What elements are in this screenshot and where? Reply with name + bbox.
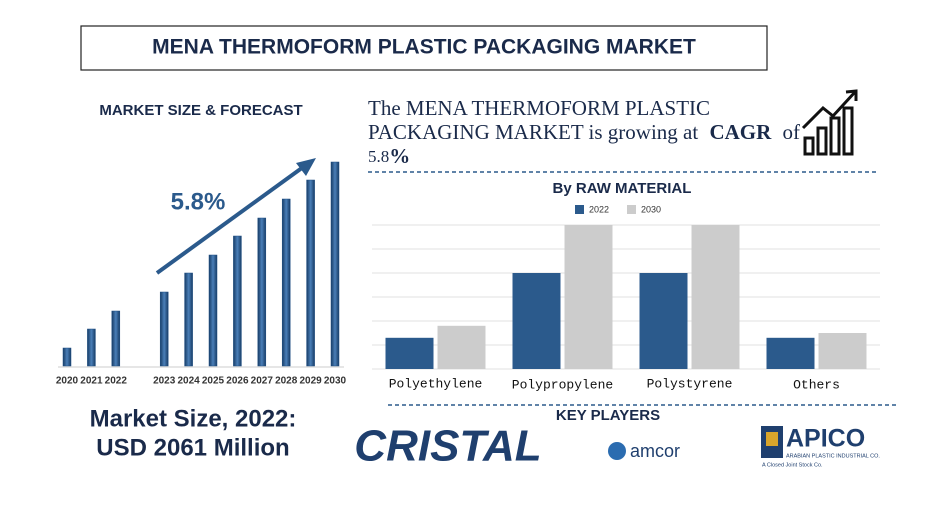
x-tick-label: 2028 xyxy=(275,376,298,387)
headline-line: The MENA THERMOFORM PLASTIC xyxy=(368,96,710,120)
key-players-title: KEY PLAYERS xyxy=(556,407,660,424)
market-size: USD 2061 Million xyxy=(96,434,289,461)
headline-line: PACKAGING MARKET is growing at xyxy=(368,120,698,144)
bar xyxy=(159,291,169,367)
x-tick-label: 2023 xyxy=(153,376,176,387)
market-size: Market Size, 2022: xyxy=(90,405,297,432)
bar xyxy=(691,225,740,369)
bar xyxy=(208,254,218,367)
growth-icon xyxy=(801,89,858,156)
headline-rate: 5.8 xyxy=(368,147,389,166)
x-tick-label: Polystyrene xyxy=(647,376,733,391)
bar xyxy=(639,273,688,369)
x-tick-label: 2026 xyxy=(226,376,249,387)
legend-swatch xyxy=(575,205,584,214)
x-tick-label: Polyethylene xyxy=(389,376,483,391)
bar xyxy=(233,235,242,367)
logo-apico: APICO xyxy=(786,425,865,453)
bar xyxy=(564,225,613,369)
logo-amcor: amcor xyxy=(630,441,680,461)
headline: The MENA THERMOFORM PLASTIC PACKAGING MA… xyxy=(368,96,805,168)
x-tick-label: 2024 xyxy=(177,376,200,387)
logo-amcor-mark xyxy=(608,442,626,460)
bar xyxy=(766,337,815,369)
x-tick-label: 2025 xyxy=(202,376,225,387)
bar xyxy=(330,161,340,367)
x-tick-label: 2030 xyxy=(324,376,347,387)
bar xyxy=(257,217,267,367)
left-chart-title: MARKET SIZE & FORECAST xyxy=(99,102,302,119)
x-tick-label: Polypropylene xyxy=(512,377,613,392)
x-tick-label: 2022 xyxy=(105,376,128,387)
x-tick-label: Others xyxy=(793,377,840,392)
bar xyxy=(306,179,315,367)
cagr-annotation: 5.8% xyxy=(171,188,226,215)
x-tick-label: 2021 xyxy=(80,376,103,387)
bar xyxy=(281,198,291,367)
logo-apico-mark xyxy=(766,432,778,446)
bar xyxy=(818,333,867,369)
bar xyxy=(437,325,486,369)
bar xyxy=(184,272,193,367)
right-chart-title: By RAW MATERIAL xyxy=(553,180,692,197)
headline-pct: % xyxy=(389,144,410,168)
x-tick-label: 2020 xyxy=(56,376,79,387)
headline-of: of xyxy=(783,120,801,144)
logo-apico-sub: ARABIAN PLASTIC INDUSTRIAL CO. xyxy=(786,453,880,459)
logo-cristal: CRISTAL xyxy=(354,422,541,471)
bar xyxy=(87,328,96,367)
arrow-head xyxy=(296,158,316,176)
logo-apico-sub: A Closed Joint Stock Co. xyxy=(762,462,823,468)
legend-label: 2022 xyxy=(589,204,609,214)
bar xyxy=(62,347,72,367)
main-title: MENA THERMOFORM PLASTIC PACKAGING MARKET xyxy=(152,36,696,59)
legend-swatch xyxy=(627,205,636,214)
legend-label: 2030 xyxy=(641,204,661,214)
bar xyxy=(512,273,561,369)
x-tick-label: 2027 xyxy=(251,376,274,387)
bar xyxy=(385,337,434,369)
title-box xyxy=(80,25,768,71)
x-tick-label: 2029 xyxy=(299,376,322,387)
headline-cagr: CAGR xyxy=(709,120,772,144)
growth-arrow xyxy=(155,163,308,275)
bar xyxy=(111,310,121,367)
